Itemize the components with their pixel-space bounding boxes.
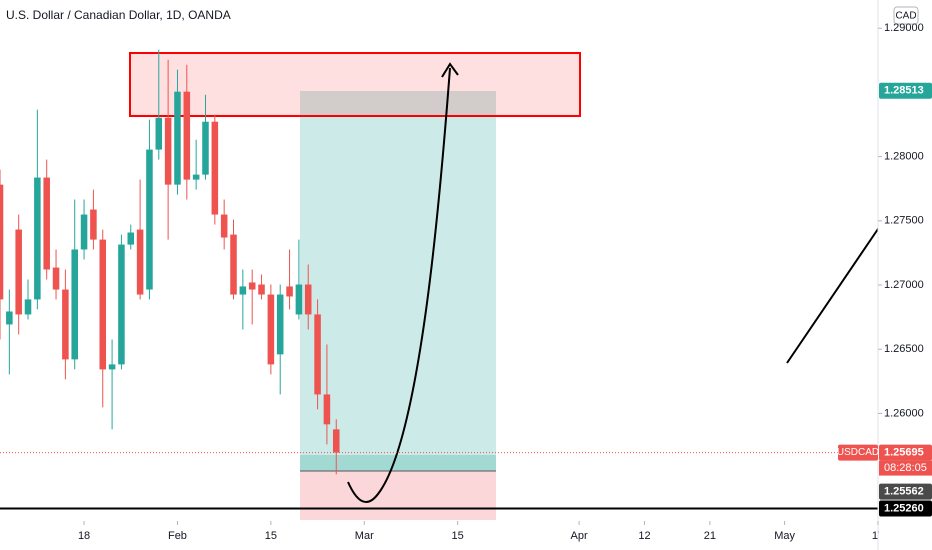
candle-body — [24, 299, 32, 315]
x-tick-label: May — [774, 530, 795, 542]
target-label-box — [879, 82, 932, 99]
candle-body — [52, 267, 60, 290]
currency: CAD — [895, 11, 916, 22]
candle-body — [99, 239, 107, 370]
candle-body — [174, 91, 181, 185]
y-tick-label: 1.27000 — [884, 279, 924, 291]
candle-body — [0, 184, 4, 300]
candle-body — [332, 429, 340, 453]
projection-arrow — [347, 67, 451, 503]
candle-body — [276, 294, 284, 355]
entry-label: 1.25562 — [884, 485, 924, 497]
symbol-box — [838, 444, 878, 461]
candle-body — [220, 214, 228, 238]
x-tick-label: 18 — [78, 530, 90, 542]
candle-body — [164, 117, 172, 185]
candle-body — [248, 282, 256, 290]
x-tick-label: Apr — [571, 530, 588, 542]
candle-body — [127, 232, 135, 245]
candle-body — [267, 294, 275, 365]
candle-body — [202, 121, 209, 175]
candle-body — [80, 214, 88, 250]
candle-body — [108, 364, 116, 370]
target-label: 1.28513 — [884, 85, 924, 97]
candle-body — [304, 284, 312, 315]
supply-zone — [129, 52, 581, 117]
y-tick-label: 1.29000 — [884, 22, 924, 34]
countdown-box — [879, 460, 932, 476]
x-tick-label: 21 — [704, 530, 716, 542]
candle-body — [34, 177, 41, 300]
x-tick-label: 15 — [452, 530, 464, 542]
stop-label-box — [879, 500, 932, 517]
symbol: USDCAD — [837, 447, 879, 458]
chart-title: U.S. Dollar / Canadian Dollar, 1D, OANDA — [6, 8, 231, 22]
price-axis-cover — [879, 521, 932, 550]
candle-body — [286, 286, 293, 297]
entry-label-box — [879, 483, 932, 500]
annotations — [0, 62, 881, 510]
candle-body — [192, 174, 200, 180]
candles — [0, 49, 340, 475]
time-axis — [0, 521, 878, 550]
stop-label: 1.25260 — [884, 502, 924, 514]
currency-box — [893, 6, 919, 25]
candle-body — [136, 229, 144, 295]
y-tick-label: 1.26500 — [884, 343, 924, 355]
profit-zone — [300, 91, 496, 471]
candle-body — [6, 311, 13, 325]
last-price-label-box — [879, 444, 932, 461]
candle-body — [258, 284, 265, 295]
x-tick-label: Feb — [168, 530, 187, 542]
loss-zone — [300, 471, 496, 520]
candle-body — [155, 117, 163, 150]
y-tick-label: 1.28000 — [884, 151, 924, 163]
candle-body — [211, 121, 219, 215]
x-tick-label: 15 — [265, 530, 277, 542]
arrow-head — [441, 62, 459, 78]
candle-body — [15, 229, 22, 315]
countdown: 08:28:05 — [884, 462, 927, 474]
candle-body — [62, 289, 69, 360]
candle-body — [239, 286, 247, 295]
candle-body — [323, 394, 331, 425]
candle-body — [43, 177, 50, 270]
candle-body — [118, 244, 125, 365]
candle-body — [71, 249, 78, 360]
x-tick-label: 12 — [638, 530, 650, 542]
trend-line — [786, 225, 881, 364]
y-tick-label: 1.27500 — [884, 215, 924, 227]
drawings — [129, 52, 581, 520]
open-profit-zone — [300, 455, 496, 471]
last-price-label: 1.25695 — [884, 446, 924, 458]
y-tick-label: 1.26000 — [884, 407, 924, 419]
candle-body — [295, 284, 303, 315]
x-tick-label: Mar — [355, 530, 374, 542]
candle-body — [314, 314, 321, 395]
candle-body — [146, 149, 153, 290]
candle-body — [230, 234, 237, 295]
candle-body — [90, 209, 97, 240]
candle-body — [183, 91, 191, 180]
